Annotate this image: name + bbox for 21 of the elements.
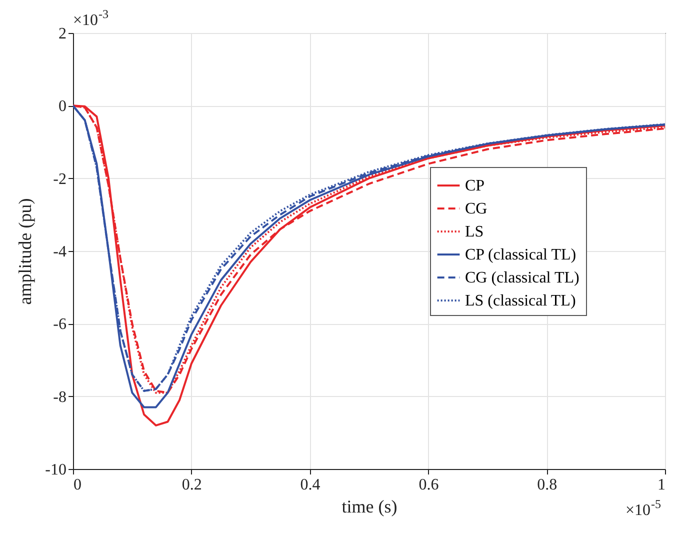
legend-label: CP (classical TL) xyxy=(465,246,576,264)
x-tick-label: 0 xyxy=(74,476,82,494)
y-tick-label: -2 xyxy=(53,170,66,188)
x-tick-label: 0.2 xyxy=(182,476,202,494)
x-tick-label: 1 xyxy=(658,476,666,494)
legend-label: LS (classical TL) xyxy=(465,292,576,310)
x-tick-label: 0.4 xyxy=(300,476,320,494)
y-tick-label: -4 xyxy=(53,244,66,260)
y-tick-label: -8 xyxy=(53,388,66,406)
x-axis-title: time (s) xyxy=(342,496,398,516)
y-tick-label: 0 xyxy=(58,98,66,116)
y-tick-label: 2 xyxy=(58,26,66,42)
y-axis-title: amplitude (pu) xyxy=(15,198,36,305)
legend-label: LS xyxy=(465,224,484,240)
y-tick-label: -10 xyxy=(45,462,66,478)
legend-label: CG (classical TL) xyxy=(465,270,580,286)
legend-label: CP xyxy=(465,178,485,194)
legend-label: CG xyxy=(465,200,488,218)
x-tick-label: 0.6 xyxy=(418,476,439,494)
y-tick-label: -6 xyxy=(53,316,66,334)
x-tick-label: 0.8 xyxy=(537,476,558,494)
